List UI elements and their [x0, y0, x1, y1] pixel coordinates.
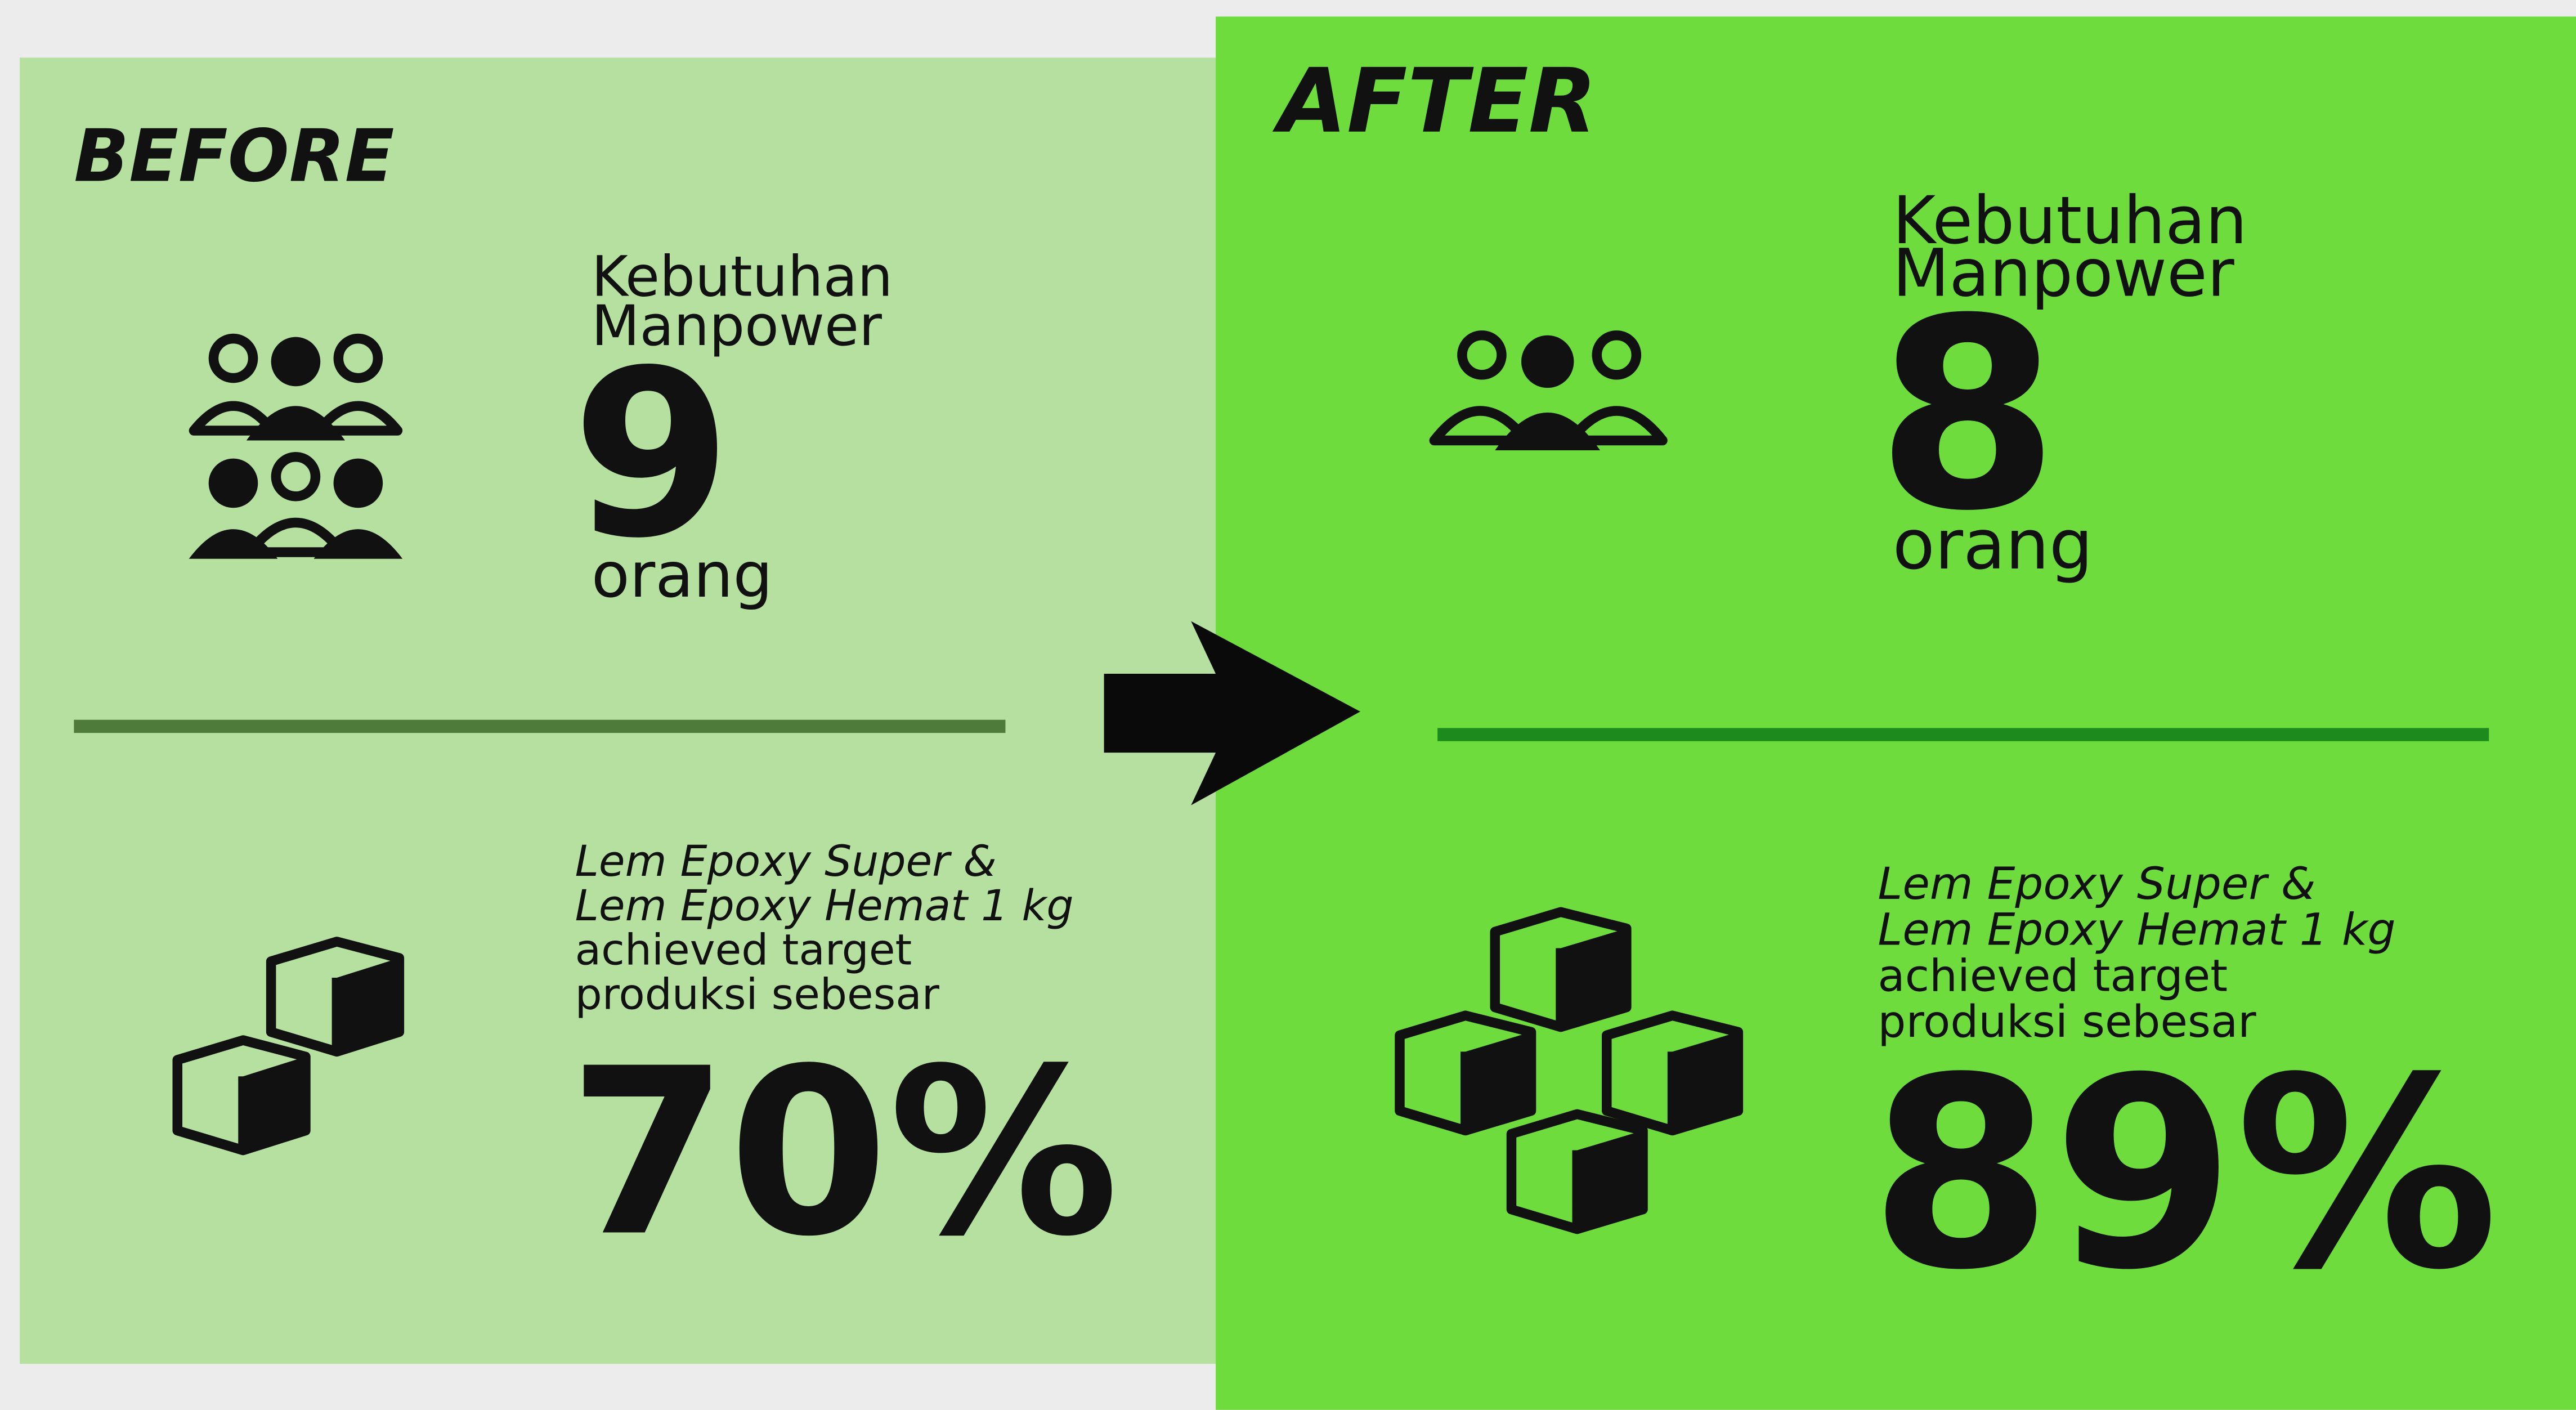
percent: 89%: [1870, 1022, 2499, 1328]
boxes-icon: [1395, 907, 1744, 1234]
after-panel: [1216, 16, 2576, 1410]
manpower-label: Kebutuhan: [592, 245, 893, 310]
manpower-label: Kebutuhan: [1893, 182, 2247, 259]
description-line: Lem Epoxy Super &: [1878, 858, 2315, 910]
after-title: AFTER: [1272, 50, 1597, 153]
manpower-value: 9: [572, 321, 732, 589]
description-line: achieved target: [1878, 950, 2228, 1001]
description-line: Lem Epoxy Hemat 1 kg: [1878, 904, 2395, 956]
description-line: Lem Epoxy Hemat 1 kg: [575, 881, 1074, 930]
manpower-unit: orang: [1893, 504, 2093, 585]
description-line: produksi sebesar: [575, 970, 940, 1019]
description-line: produksi sebesar: [1878, 996, 2256, 1048]
people-icon: [1429, 330, 1668, 451]
people-icon: [189, 333, 403, 559]
manpower-unit: orang: [592, 539, 773, 612]
arrow: [1104, 621, 1360, 805]
manpower-label: Manpower: [1893, 235, 2234, 312]
before-title: BEFORE: [74, 114, 394, 198]
description-line: achieved target: [575, 925, 912, 975]
boxes-icon: [172, 937, 405, 1156]
manpower-value: 8: [1876, 262, 2059, 569]
manpower-label: Manpower: [592, 294, 882, 359]
percent: 70%: [568, 1020, 1119, 1287]
description-line: Lem Epoxy Super &: [575, 836, 997, 886]
